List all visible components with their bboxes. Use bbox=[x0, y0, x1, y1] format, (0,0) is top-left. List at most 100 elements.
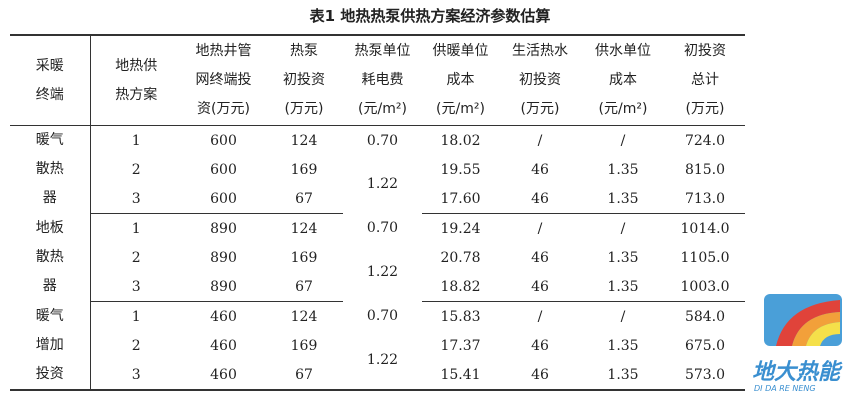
heat-pump-investment-cell: 67 bbox=[265, 272, 343, 302]
header-line: (元/m²) bbox=[598, 101, 648, 117]
header-line: 生活热水 bbox=[512, 43, 568, 59]
heating-cost-cell: 17.37 bbox=[440, 337, 481, 354]
scheme-cell: 3 bbox=[90, 360, 182, 391]
terminal-label: 投资 bbox=[35, 365, 64, 382]
header-line: 初投资 bbox=[684, 43, 726, 59]
economic-parameters-table: 采暖 终端 地热供 热方案 地热井管 网终端投 资(万元) 热泵 初投资 (万元) 热泵单位 耗电费(… bbox=[10, 34, 745, 391]
total-investment-cell: 1014.0 bbox=[680, 220, 730, 237]
scheme-cell: 1 bbox=[131, 308, 141, 325]
header-line: 初投资 bbox=[519, 72, 561, 88]
total-investment-cell: 1105.0 bbox=[680, 249, 730, 266]
watermark-logo: 地大热能 DI DA RE NENG bbox=[750, 290, 858, 400]
well-investment-cell: 460 bbox=[210, 337, 237, 354]
header-line: (元/m²) bbox=[358, 101, 407, 117]
water-cost-cell: 1.35 bbox=[581, 272, 665, 302]
heat-pump-investment-cell: 67 bbox=[265, 184, 343, 214]
column-header: 地热供 热方案 bbox=[90, 35, 182, 126]
heating-cost-cell: 19.55 bbox=[440, 161, 481, 178]
scheme-cell: 2 bbox=[131, 249, 141, 266]
table-row: 3 890 67 18.82 46 1.35 1003.0 bbox=[10, 272, 745, 302]
header-line: 成本 bbox=[446, 72, 475, 88]
column-header: 热泵单位 耗电费 (元/m²) bbox=[343, 35, 422, 126]
total-investment-cell: 584.0 bbox=[684, 308, 726, 325]
scheme-cell: 3 bbox=[90, 272, 182, 302]
header-line: 资(万元) bbox=[197, 101, 250, 117]
header-line: 热方案 bbox=[115, 86, 158, 103]
terminal-label: 散热 bbox=[35, 161, 64, 178]
total-investment-cell: 713.0 bbox=[665, 184, 745, 214]
water-cost-cell: 1.35 bbox=[607, 249, 639, 266]
terminal-label: 暖气 bbox=[35, 132, 64, 149]
column-header: 采暖 终端 bbox=[10, 35, 91, 126]
table-row: 地板 散热器 1 890 124 0.70 19.24 / / 1014.0 bbox=[10, 213, 745, 302]
hot-water-investment-cell: 46 bbox=[531, 161, 549, 178]
header-line: (万元) bbox=[520, 101, 560, 117]
scheme-cell: 1 bbox=[131, 220, 141, 237]
table-row: 2 890 169 1.22 20.78 46 1.35 1105.0 bbox=[10, 243, 745, 281]
hot-water-investment-cell: / bbox=[537, 220, 543, 237]
electricity-fee-cell: 0.70 bbox=[366, 132, 399, 149]
scheme-cell: 3 bbox=[90, 184, 182, 214]
well-investment-cell: 460 bbox=[182, 360, 265, 391]
electricity-fee-cell: 1.22 bbox=[366, 264, 399, 281]
well-investment-cell: 600 bbox=[210, 132, 237, 149]
heating-cost-cell: 15.41 bbox=[422, 360, 499, 391]
total-investment-cell: 815.0 bbox=[684, 161, 726, 178]
column-header: 地热井管网终端投资(万元) bbox=[182, 35, 265, 126]
column-header: 生活热水初投资 (万元) bbox=[499, 35, 581, 126]
header-line: (万元) bbox=[685, 101, 725, 117]
header-line: 网终端投 bbox=[195, 72, 252, 88]
well-investment-cell: 600 bbox=[210, 161, 237, 178]
header-line: 地热井管 bbox=[195, 43, 252, 59]
heat-pump-investment-cell: 67 bbox=[265, 360, 343, 391]
total-investment-cell: 1003.0 bbox=[665, 272, 745, 302]
heating-cost-cell: 19.24 bbox=[440, 220, 481, 237]
header-line: 初投资 bbox=[283, 72, 325, 88]
electricity-fee-cell: 0.70 bbox=[366, 220, 399, 237]
terminal-label: 暖气 bbox=[35, 307, 64, 324]
heating-cost-cell: 15.83 bbox=[440, 308, 481, 325]
header-line: (万元) bbox=[284, 101, 324, 117]
terminal-label: 器 bbox=[42, 190, 57, 207]
header-line: 供水单位 bbox=[595, 43, 651, 59]
terminal-cell: 暖气 增加 投资 bbox=[10, 301, 91, 390]
heat-pump-investment-cell: 124 bbox=[290, 308, 318, 325]
electricity-fee-cell: 0.70 bbox=[366, 308, 399, 325]
logo-text: 地大热能 bbox=[752, 360, 841, 385]
header-row: 采暖 终端 地热供 热方案 地热井管 网终端投 资(万元) 热泵 初投资 (万元) 热泵单位 耗电费(… bbox=[10, 35, 745, 126]
heat-pump-investment-cell: 169 bbox=[290, 249, 318, 266]
column-header: 热泵 初投资 (万元) bbox=[265, 35, 343, 126]
table-row: 2 600 169 1.22 19.55 46 1.35 815.0 bbox=[10, 155, 745, 193]
terminal-cell: 地板 散热器 bbox=[10, 213, 91, 302]
header-line: 总计 bbox=[691, 72, 719, 88]
water-cost-cell: / bbox=[620, 220, 626, 237]
water-cost-cell: / bbox=[620, 132, 626, 149]
hot-water-investment-cell: / bbox=[537, 132, 543, 149]
heating-cost-cell: 20.78 bbox=[440, 249, 481, 266]
table-row: 2 460 169 1.22 17.37 46 1.35 675.0 bbox=[10, 331, 745, 369]
water-cost-cell: 1.35 bbox=[607, 337, 639, 354]
heating-cost-cell: 17.60 bbox=[422, 184, 499, 214]
total-investment-cell: 724.0 bbox=[684, 132, 726, 149]
hot-water-investment-cell: 46 bbox=[499, 272, 581, 302]
terminal-cell: 暖气 散热器 bbox=[10, 125, 91, 214]
terminal-label: 散热 bbox=[35, 249, 64, 265]
header-line: 供暖单位 bbox=[432, 43, 489, 59]
water-cost-cell: 1.35 bbox=[581, 184, 665, 214]
hot-water-investment-cell: 46 bbox=[531, 337, 549, 354]
header-line: (元/m²) bbox=[436, 101, 485, 117]
heating-cost-cell: 18.82 bbox=[422, 272, 499, 302]
terminal-label: 增加 bbox=[35, 336, 64, 353]
table-title: 表1 地热热泵供热方案经济参数估算 bbox=[309, 7, 551, 25]
heat-pump-investment-cell: 169 bbox=[290, 337, 318, 354]
well-investment-cell: 600 bbox=[182, 184, 265, 214]
table-row: 3 460 67 15.41 46 1.35 573.0 bbox=[10, 360, 745, 391]
water-cost-cell: 1.35 bbox=[581, 360, 665, 391]
header-line: 终端 bbox=[35, 86, 64, 103]
well-investment-cell: 890 bbox=[210, 249, 237, 266]
header-line: 耗电费 bbox=[361, 72, 404, 88]
hot-water-investment-cell: / bbox=[537, 308, 543, 325]
header-line: 成本 bbox=[609, 72, 637, 88]
logo-icon bbox=[764, 294, 842, 346]
hot-water-investment-cell: 46 bbox=[499, 184, 581, 214]
